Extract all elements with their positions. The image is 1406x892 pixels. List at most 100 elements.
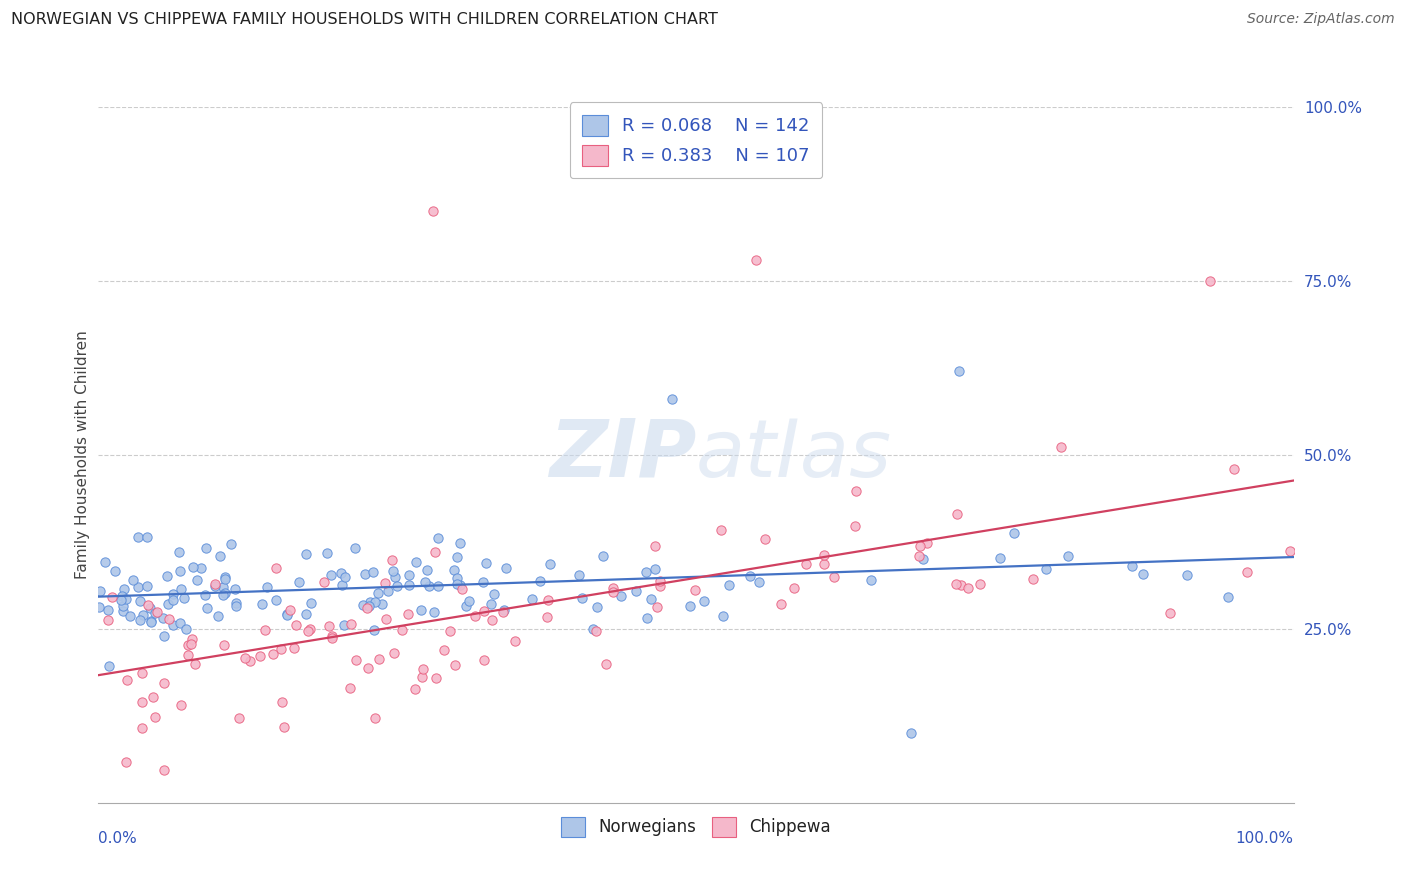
Point xyxy=(359,594,381,608)
Point xyxy=(284,617,307,632)
Point xyxy=(264,561,287,575)
Point xyxy=(740,568,762,582)
Point xyxy=(356,601,378,615)
Point xyxy=(94,555,117,569)
Point xyxy=(626,584,648,599)
Point xyxy=(915,536,938,550)
Point xyxy=(770,597,793,611)
Point xyxy=(585,624,607,638)
Point xyxy=(433,642,456,657)
Point xyxy=(316,546,339,560)
Point xyxy=(209,549,232,564)
Point xyxy=(167,545,190,559)
Point xyxy=(183,560,205,574)
Point xyxy=(162,593,184,607)
Point xyxy=(1121,559,1143,574)
Point xyxy=(644,562,666,576)
Point xyxy=(713,609,735,624)
Point xyxy=(195,600,218,615)
Point xyxy=(845,483,868,498)
Point xyxy=(204,579,226,593)
Point xyxy=(446,571,468,585)
Point xyxy=(98,658,121,673)
Point xyxy=(190,561,212,575)
Point xyxy=(115,592,138,607)
Point xyxy=(357,599,380,614)
Point xyxy=(339,681,361,695)
Point xyxy=(1216,590,1239,604)
Point xyxy=(1056,549,1078,563)
Point xyxy=(439,624,461,639)
Point xyxy=(115,673,138,688)
Point xyxy=(969,577,991,591)
Point xyxy=(492,605,515,619)
Point xyxy=(1223,462,1246,476)
Point xyxy=(127,530,149,544)
Point xyxy=(321,631,343,645)
Point xyxy=(135,578,157,592)
Point xyxy=(988,550,1011,565)
Point xyxy=(783,582,806,596)
Point xyxy=(404,681,426,696)
Point xyxy=(294,547,316,561)
Text: atIas: atIas xyxy=(696,416,891,494)
Y-axis label: Family Households with Children: Family Households with Children xyxy=(75,331,90,579)
Point xyxy=(823,569,845,583)
Point xyxy=(156,569,179,583)
Point xyxy=(153,676,176,690)
Point xyxy=(398,578,420,592)
Point xyxy=(536,610,558,624)
Point xyxy=(636,611,658,625)
Point xyxy=(180,637,202,651)
Point xyxy=(640,591,662,606)
Point xyxy=(363,595,385,609)
Point xyxy=(425,544,447,558)
Point xyxy=(176,622,198,636)
Point xyxy=(357,661,380,675)
Point xyxy=(252,598,274,612)
Point xyxy=(127,580,149,594)
Point xyxy=(418,578,440,592)
Point xyxy=(333,570,356,584)
Point xyxy=(412,662,434,676)
Point xyxy=(648,579,671,593)
Point xyxy=(299,596,322,610)
Point xyxy=(710,524,733,538)
Point xyxy=(112,599,135,614)
Point xyxy=(391,623,413,637)
Point xyxy=(278,602,301,616)
Point xyxy=(446,549,468,564)
Point xyxy=(184,657,207,672)
Point xyxy=(262,647,284,661)
Point xyxy=(1132,567,1154,582)
Point xyxy=(228,711,250,725)
Point xyxy=(375,612,398,626)
Point xyxy=(132,607,155,622)
Point xyxy=(214,569,236,583)
Point xyxy=(299,622,322,636)
Point xyxy=(1022,573,1045,587)
Point xyxy=(1236,565,1258,579)
Point xyxy=(131,695,153,709)
Point xyxy=(449,578,471,592)
Point xyxy=(679,599,702,613)
Point xyxy=(169,616,191,631)
Point xyxy=(330,566,353,581)
Point xyxy=(946,507,969,521)
Point xyxy=(645,599,668,614)
Point xyxy=(423,605,446,619)
Point xyxy=(859,573,882,587)
Point xyxy=(650,574,672,589)
Point xyxy=(363,624,385,638)
Point xyxy=(381,564,404,578)
Point xyxy=(104,564,127,578)
Point xyxy=(374,576,396,591)
Point xyxy=(89,599,111,614)
Point xyxy=(644,539,666,553)
Point xyxy=(339,617,361,632)
Point xyxy=(368,651,391,665)
Point xyxy=(396,607,419,622)
Point xyxy=(568,567,591,582)
Point xyxy=(131,665,153,680)
Point xyxy=(1159,606,1181,620)
